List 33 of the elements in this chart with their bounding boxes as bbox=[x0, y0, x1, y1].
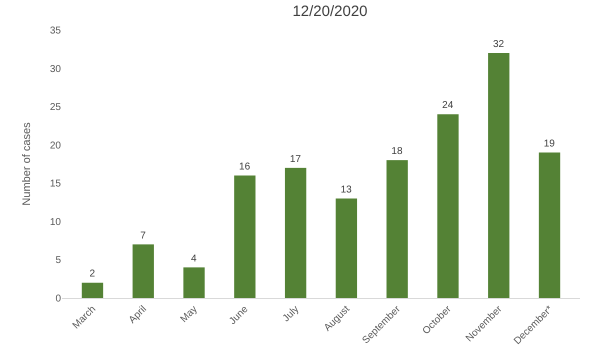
bar bbox=[284, 168, 306, 298]
bar bbox=[488, 52, 510, 298]
data-label: 19 bbox=[544, 138, 556, 150]
chart-title: 12/20/2020 bbox=[292, 2, 368, 20]
data-label: 17 bbox=[290, 154, 302, 165]
bar bbox=[82, 282, 104, 298]
y-tick-label: 20 bbox=[50, 140, 62, 152]
y-axis-title: Number of cases bbox=[21, 122, 33, 206]
data-label: 13 bbox=[340, 184, 352, 196]
data-label: 32 bbox=[492, 38, 505, 50]
data-label: 4 bbox=[191, 253, 198, 264]
data-label: 7 bbox=[140, 230, 146, 242]
y-tick-label: 35 bbox=[50, 26, 62, 36]
data-label: 24 bbox=[442, 100, 454, 112]
y-tick-label: 30 bbox=[50, 64, 62, 75]
bar bbox=[386, 160, 408, 298]
x-tick-label: July bbox=[280, 304, 302, 324]
y-tick-label: 5 bbox=[55, 255, 62, 266]
y-tick-label: 0 bbox=[55, 294, 62, 304]
y-tick-label: 10 bbox=[50, 216, 62, 228]
bar bbox=[132, 244, 154, 298]
data-label: 16 bbox=[239, 161, 251, 172]
x-tick-label: June bbox=[227, 304, 251, 327]
bar bbox=[437, 114, 459, 298]
bar bbox=[183, 267, 205, 298]
data-label: 2 bbox=[89, 268, 96, 280]
data-label: 18 bbox=[391, 146, 403, 158]
y-tick-label: 15 bbox=[50, 178, 62, 190]
bar bbox=[336, 198, 358, 298]
bar bbox=[234, 175, 256, 298]
y-tick-label: 25 bbox=[50, 102, 62, 114]
bar bbox=[538, 152, 560, 298]
x-tick-label: May bbox=[178, 304, 200, 326]
